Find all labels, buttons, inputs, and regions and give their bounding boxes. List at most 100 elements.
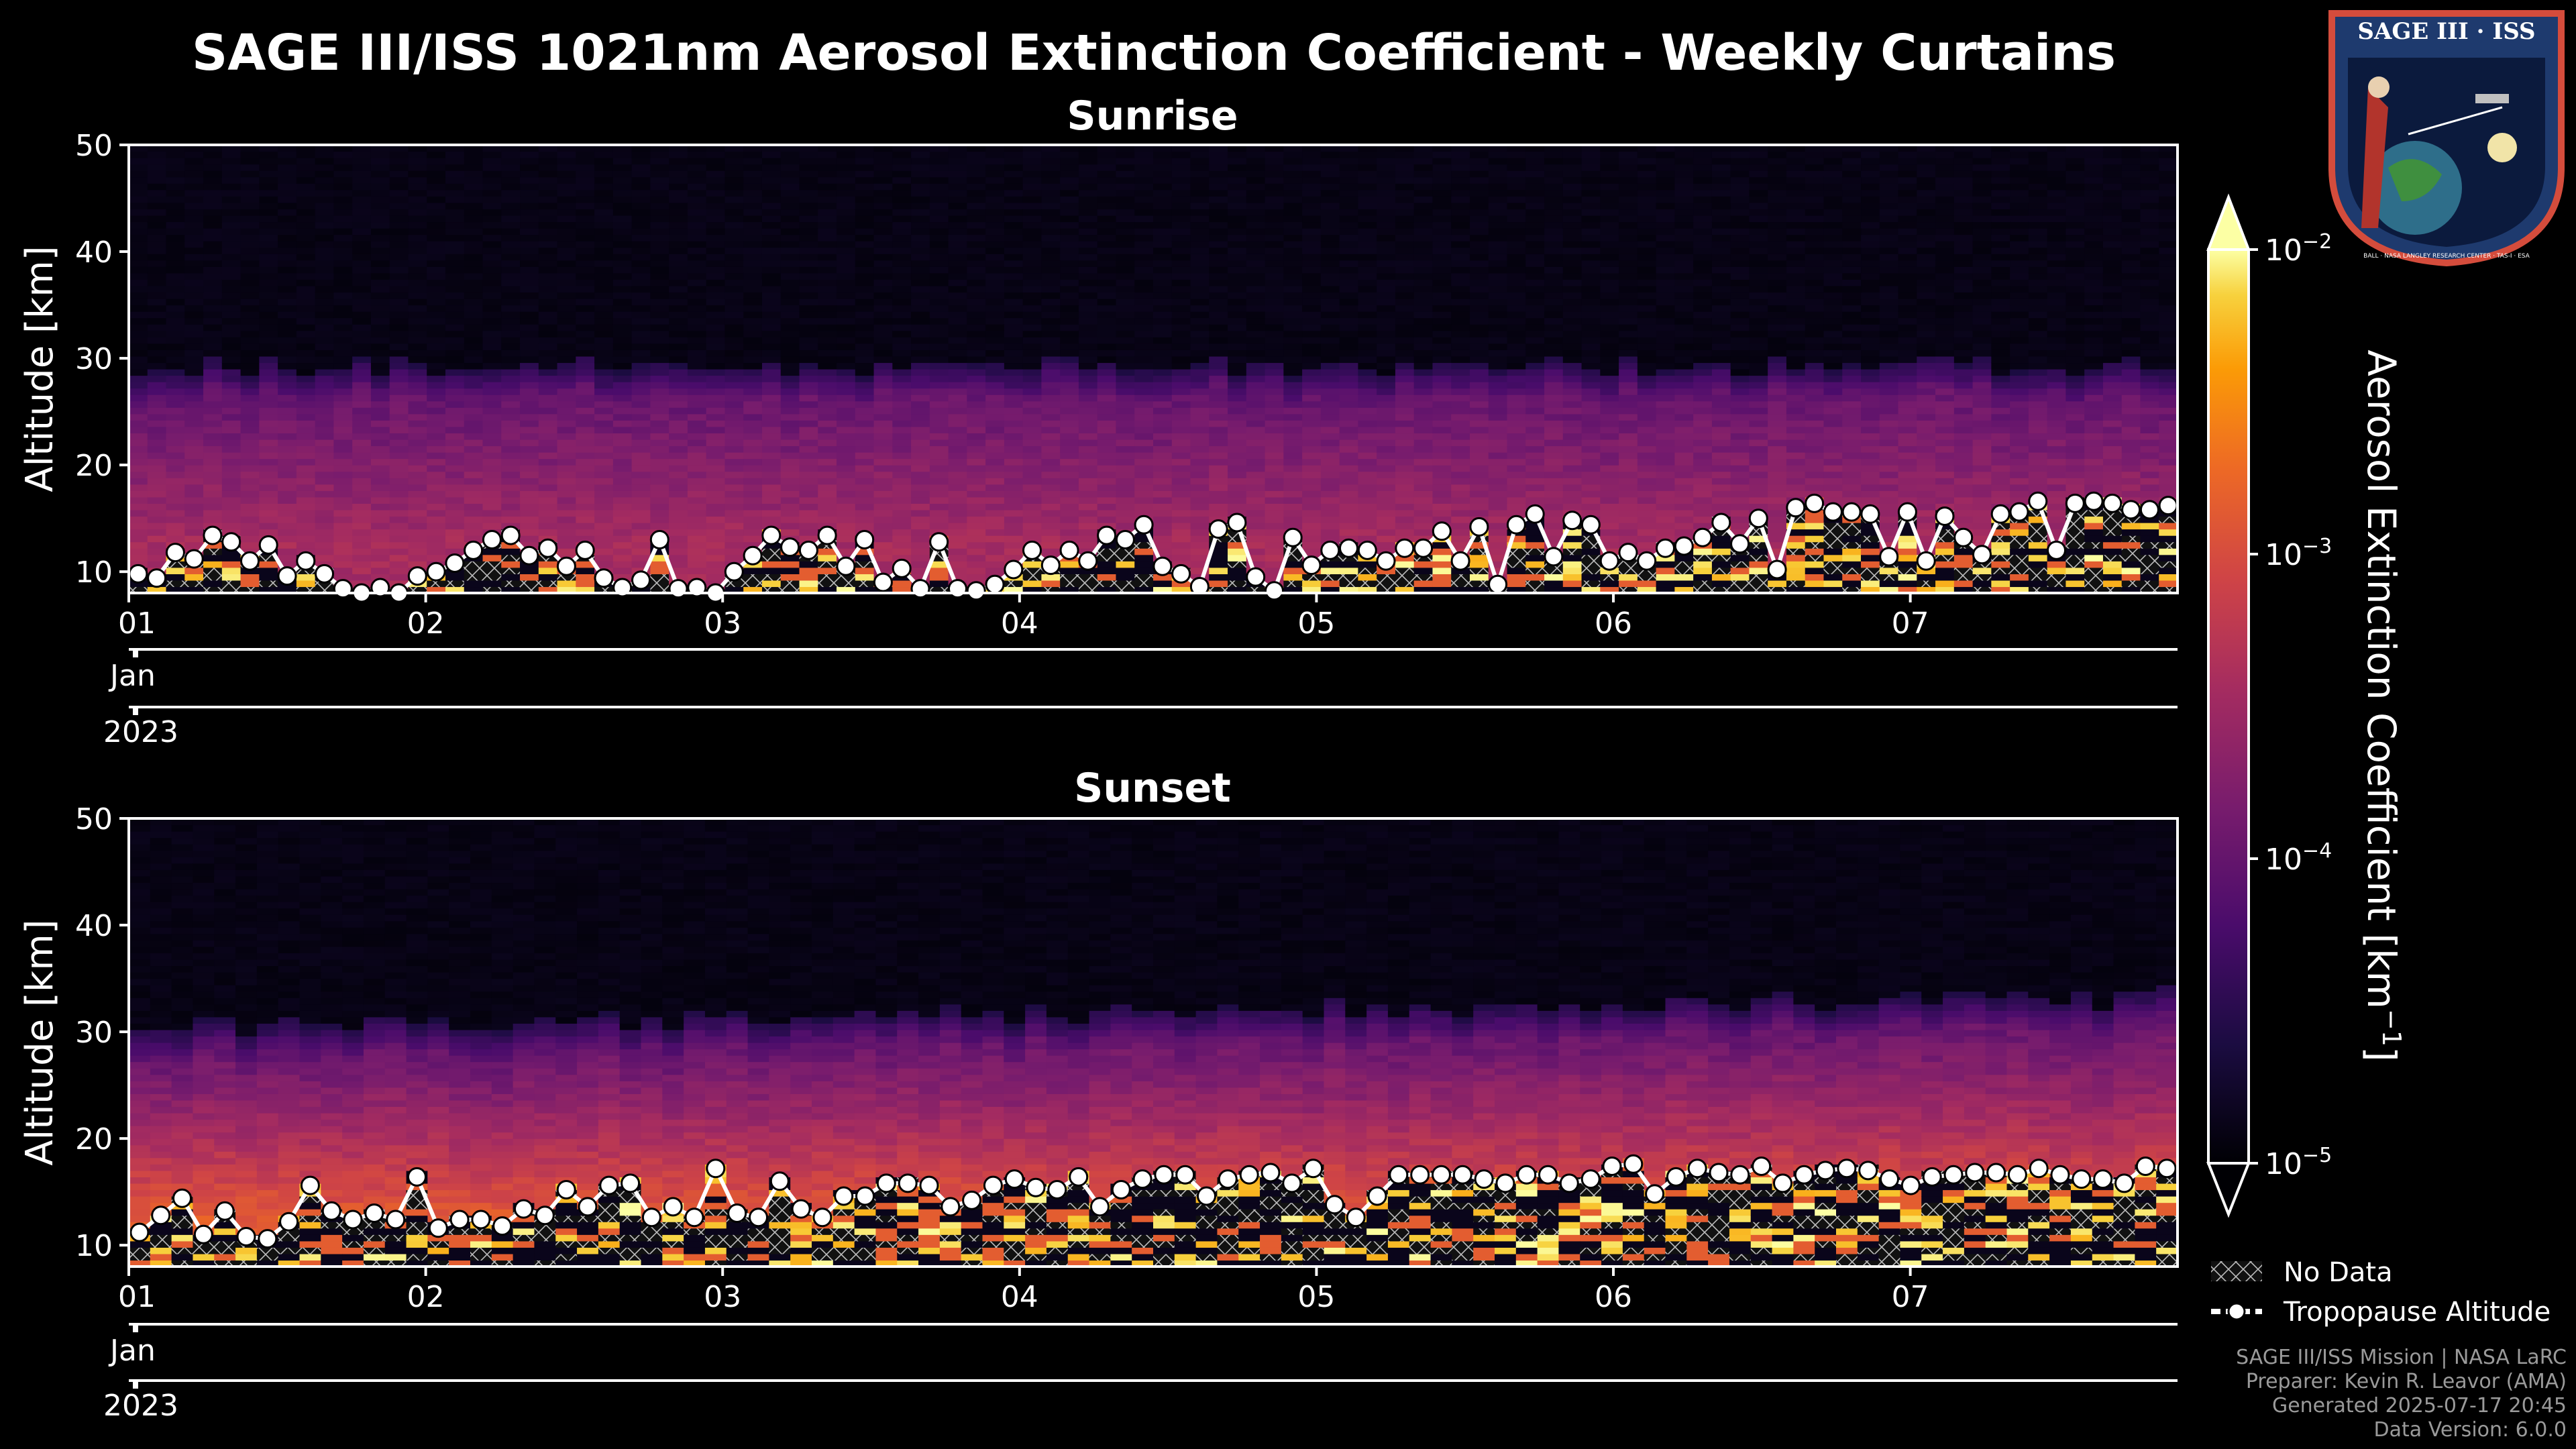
heatmap-cell — [837, 439, 856, 447]
heatmap-cell — [892, 523, 912, 530]
heatmap-cell — [1153, 516, 1173, 523]
heatmap-cell — [929, 215, 949, 223]
heatmap-cell — [985, 458, 1005, 466]
heatmap-cell — [1209, 400, 1228, 408]
heatmap-cell — [669, 254, 688, 261]
heatmap-cell — [1339, 209, 1358, 216]
heatmap-cell — [445, 189, 465, 197]
heatmap-cell — [1116, 196, 1135, 203]
heatmap-cell — [538, 221, 558, 229]
heatmap-cell — [1060, 189, 1079, 197]
heatmap-cell — [967, 490, 986, 498]
heatmap-cell — [724, 400, 744, 408]
heatmap-cell — [706, 215, 726, 223]
heatmap-cell — [221, 382, 241, 389]
heatmap-cell — [669, 445, 688, 453]
heatmap-cell — [1078, 285, 1098, 293]
heatmap-cell — [1320, 490, 1340, 498]
heatmap-cell — [948, 567, 967, 574]
heatmap-cell — [482, 478, 502, 485]
heatmap-cell — [594, 362, 614, 370]
heatmap-cell — [929, 484, 949, 491]
heatmap-cell — [1116, 324, 1135, 331]
heatmap-cell — [855, 445, 875, 453]
heatmap-cell — [687, 394, 707, 402]
heatmap-cell — [221, 311, 241, 319]
heatmap-cell — [370, 439, 390, 447]
heatmap-cell — [1265, 343, 1284, 350]
heatmap-cell — [1060, 478, 1079, 485]
heatmap-cell — [948, 535, 967, 543]
heatmap-cell — [408, 228, 427, 235]
heatmap-cell — [333, 221, 353, 229]
heatmap-cell — [389, 407, 409, 415]
heatmap-cell — [650, 254, 669, 261]
heatmap-cell — [892, 337, 912, 344]
heatmap-cell — [1041, 202, 1061, 210]
heatmap-cell — [1395, 317, 1415, 325]
heatmap-cell — [799, 516, 818, 523]
heatmap-cell — [743, 452, 763, 460]
heatmap-cell — [1060, 407, 1079, 415]
heatmap-cell — [612, 350, 633, 357]
heatmap-cell — [1153, 388, 1173, 395]
heatmap-cell — [669, 516, 688, 523]
heatmap-cell — [408, 394, 427, 402]
heatmap-cell — [1265, 529, 1284, 536]
heatmap-cell — [240, 343, 260, 350]
heatmap-cell — [855, 369, 875, 376]
heatmap-cell — [1339, 433, 1358, 440]
heatmap-cell — [1134, 196, 1154, 203]
heatmap-cell — [445, 324, 465, 331]
heatmap-cell — [892, 247, 912, 254]
heatmap-cell — [1246, 400, 1266, 408]
heatmap-cell — [594, 151, 614, 158]
heatmap-cell — [612, 413, 633, 421]
heatmap-cell — [221, 324, 241, 331]
heatmap-cell — [129, 164, 148, 171]
heatmap-cell — [1339, 324, 1358, 331]
heatmap-cell — [892, 548, 912, 555]
heatmap-cell — [1060, 228, 1079, 235]
heatmap-cell — [1116, 337, 1135, 344]
heatmap-cell — [1377, 196, 1396, 203]
heatmap-cell — [1116, 516, 1135, 523]
heatmap-cell — [1395, 324, 1415, 331]
heatmap-cell — [612, 311, 633, 319]
heatmap-cell — [967, 254, 986, 261]
heatmap-cell — [389, 176, 409, 184]
heatmap-cell — [1116, 285, 1135, 293]
heatmap-cell — [520, 407, 539, 415]
heatmap-cell — [1302, 574, 1322, 581]
heatmap-cell — [594, 215, 614, 223]
heatmap-cell — [147, 484, 167, 491]
heatmap-cell — [389, 330, 409, 337]
heatmap-cell — [184, 382, 204, 389]
heatmap-cell — [184, 305, 204, 312]
heatmap-cell — [1022, 356, 1042, 364]
heatmap-cell — [576, 567, 595, 574]
heatmap-cell — [1228, 228, 1247, 235]
heatmap-cell — [259, 496, 278, 504]
heatmap-cell — [780, 209, 800, 216]
heatmap-cell — [1395, 183, 1415, 191]
heatmap-cell — [911, 254, 930, 261]
heatmap-cell — [1116, 407, 1135, 415]
heatmap-cell — [166, 394, 185, 402]
heatmap-cell — [1209, 266, 1228, 274]
heatmap-cell — [911, 523, 930, 530]
heatmap-cell — [911, 369, 930, 376]
heatmap-cell — [464, 260, 484, 267]
heatmap-cell — [1209, 221, 1228, 229]
heatmap-cell — [1060, 209, 1079, 216]
heatmap-cell — [929, 285, 949, 293]
heatmap-cell — [948, 343, 967, 350]
heatmap-cell — [427, 196, 446, 203]
heatmap-cell — [408, 254, 427, 261]
heatmap-cell — [501, 516, 521, 523]
heatmap-cell — [669, 509, 688, 517]
heatmap-cell — [203, 413, 223, 421]
heatmap-cell — [240, 420, 260, 427]
heatmap-cell — [892, 445, 912, 453]
heatmap-cell — [482, 420, 502, 427]
